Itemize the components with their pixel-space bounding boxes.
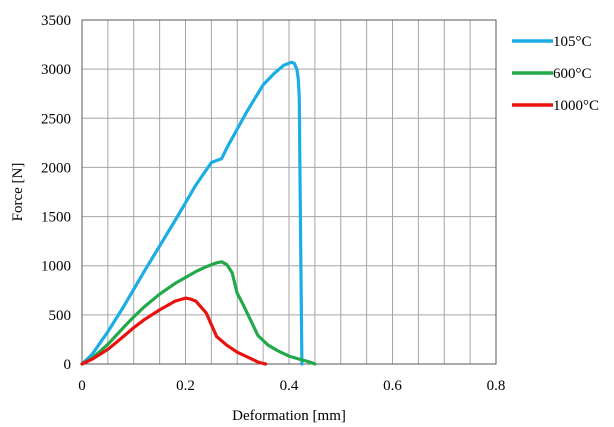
x-tick-label: 0 (78, 378, 86, 394)
y-tick-label: 3500 (41, 13, 71, 29)
y-tick-label: 3000 (41, 62, 71, 78)
y-tick-label: 2000 (41, 160, 71, 176)
grid (81, 19, 497, 365)
x-tick-label: 0.8 (487, 378, 506, 394)
y-tick-label: 2500 (41, 111, 71, 127)
legend-label-2: 1000°C (553, 98, 599, 114)
data-series (80, 60, 317, 366)
plot-area-frame (81, 19, 497, 365)
series-line-2 (80, 296, 268, 366)
legend-label-1: 600°C (553, 66, 592, 82)
y-tick-label: 500 (49, 308, 72, 324)
legend: 105°C 600°C 1000°C (512, 34, 599, 114)
y-tick-label: 0 (64, 357, 72, 373)
y-axis-title: Force [N] (10, 163, 26, 222)
y-tick-label: 1000 (41, 259, 71, 275)
x-axis-title: Deformation [mm] (232, 408, 346, 424)
legend-label-0: 105°C (553, 34, 592, 50)
tick-labels: 0 500 1000 1500 2000 2500 3000 3500 0 0.2 0.4 0.6 0.… (41, 13, 505, 394)
series-line-1 (80, 260, 317, 366)
x-tick-label: 0.2 (176, 378, 195, 394)
series-line-0 (80, 60, 304, 366)
x-tick-label: 0.6 (383, 378, 402, 394)
y-tick-label: 1500 (41, 210, 71, 226)
x-tick-label: 0.4 (280, 378, 299, 394)
